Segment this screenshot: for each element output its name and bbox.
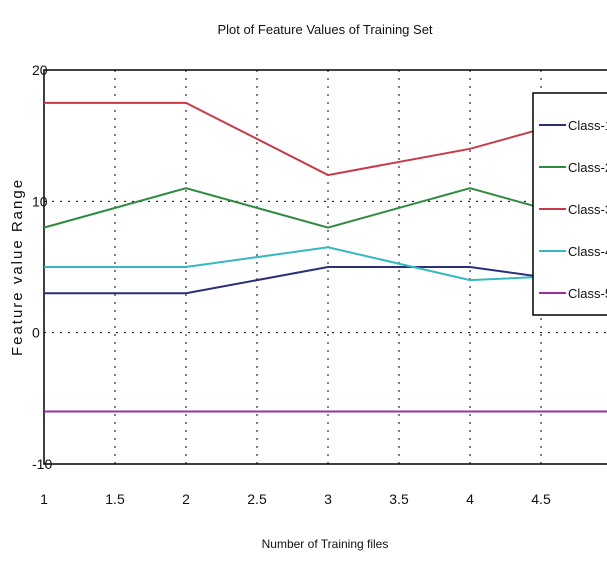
series-line-class-1 — [44, 266, 607, 295]
x-tick-label: 2.5 — [247, 491, 267, 507]
legend-label: Class-2 — [568, 160, 607, 175]
x-tick-label: 1.5 — [105, 491, 125, 507]
x-tick-labels: 1 1.5 2 2.5 3 3.5 4 4.5 — [40, 491, 551, 507]
legend-label: Class-4 — [568, 244, 607, 259]
series-line-class-3 — [44, 101, 607, 177]
chart-title: Plot of Feature Values of Training Set — [217, 22, 432, 37]
y-tick-label: -10 — [32, 456, 52, 472]
legend-box — [532, 92, 607, 316]
x-tick-label: 3.5 — [389, 491, 409, 507]
x-tick-label: 2 — [182, 491, 190, 507]
legend-label: Class-1 — [568, 118, 607, 133]
x-tick-label: 3 — [324, 491, 332, 507]
y-tick-label: 10 — [32, 193, 48, 209]
legend: Class-1 Class-2 Class-3 Class-4 Class-5 — [532, 92, 607, 316]
legend-label: Class-3 — [568, 202, 607, 217]
series-line-class-4 — [44, 246, 607, 282]
y-tick-label: 0 — [32, 325, 40, 341]
x-axis-label: Number of Training files — [262, 537, 389, 551]
legend-label: Class-5 — [568, 286, 607, 301]
x-tick-label: 4 — [466, 491, 474, 507]
y-tick-labels: 20 10 0 -10 — [32, 62, 52, 472]
x-tick-label: 1 — [40, 491, 48, 507]
series-lines — [43, 101, 607, 413]
y-tick-label: 20 — [32, 62, 48, 78]
series-line-class-2 — [43, 187, 607, 229]
x-tick-label: 4.5 — [531, 491, 551, 507]
y-axis-label: Feature value Range — [9, 178, 26, 356]
